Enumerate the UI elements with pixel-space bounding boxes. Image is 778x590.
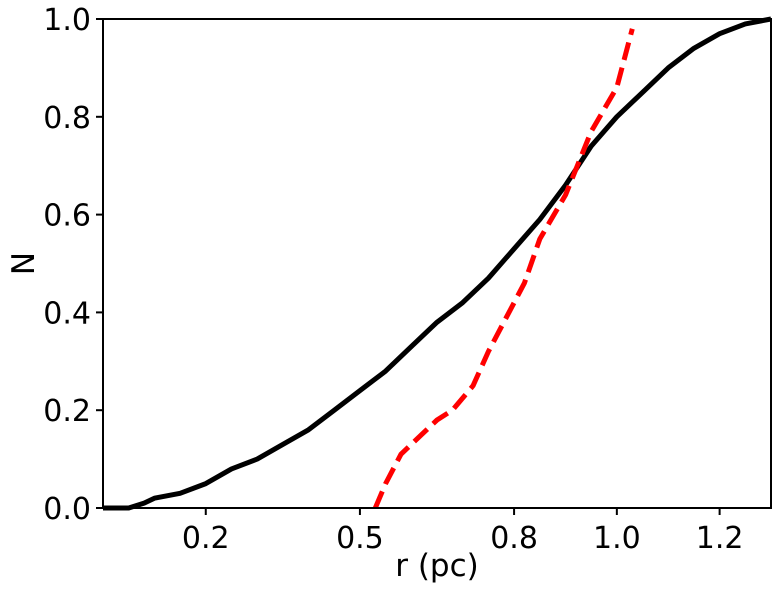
axes-frame [102,18,772,509]
y-axis-ticks: 0.0 0.2 0.4 0.6 0.8 1.0 [43,3,103,527]
x-tick-label: 0.8 [490,521,538,556]
y-tick-label: 1.0 [43,3,91,38]
y-tick-label: 0.6 [43,199,91,234]
y-tick-label: 0.4 [43,296,91,331]
x-tick-label: 0.5 [336,521,384,556]
series-layer [103,16,772,511]
series-line-dashed [372,28,635,509]
y-tick-label: 0.0 [43,492,91,527]
y-axis-label: N [6,252,42,275]
x-axis-ticks: 0.2 0.5 0.8 1.0 1.2 [182,508,744,556]
y-tick-label: 0.2 [43,394,91,429]
x-axis-label: r (pc) [395,548,479,584]
x-tick-label: 1.2 [696,521,744,556]
series-line-solid [103,16,772,511]
x-tick-label: 1.0 [593,521,641,556]
y-tick-label: 0.8 [43,101,91,136]
x-tick-label: 0.2 [182,521,230,556]
